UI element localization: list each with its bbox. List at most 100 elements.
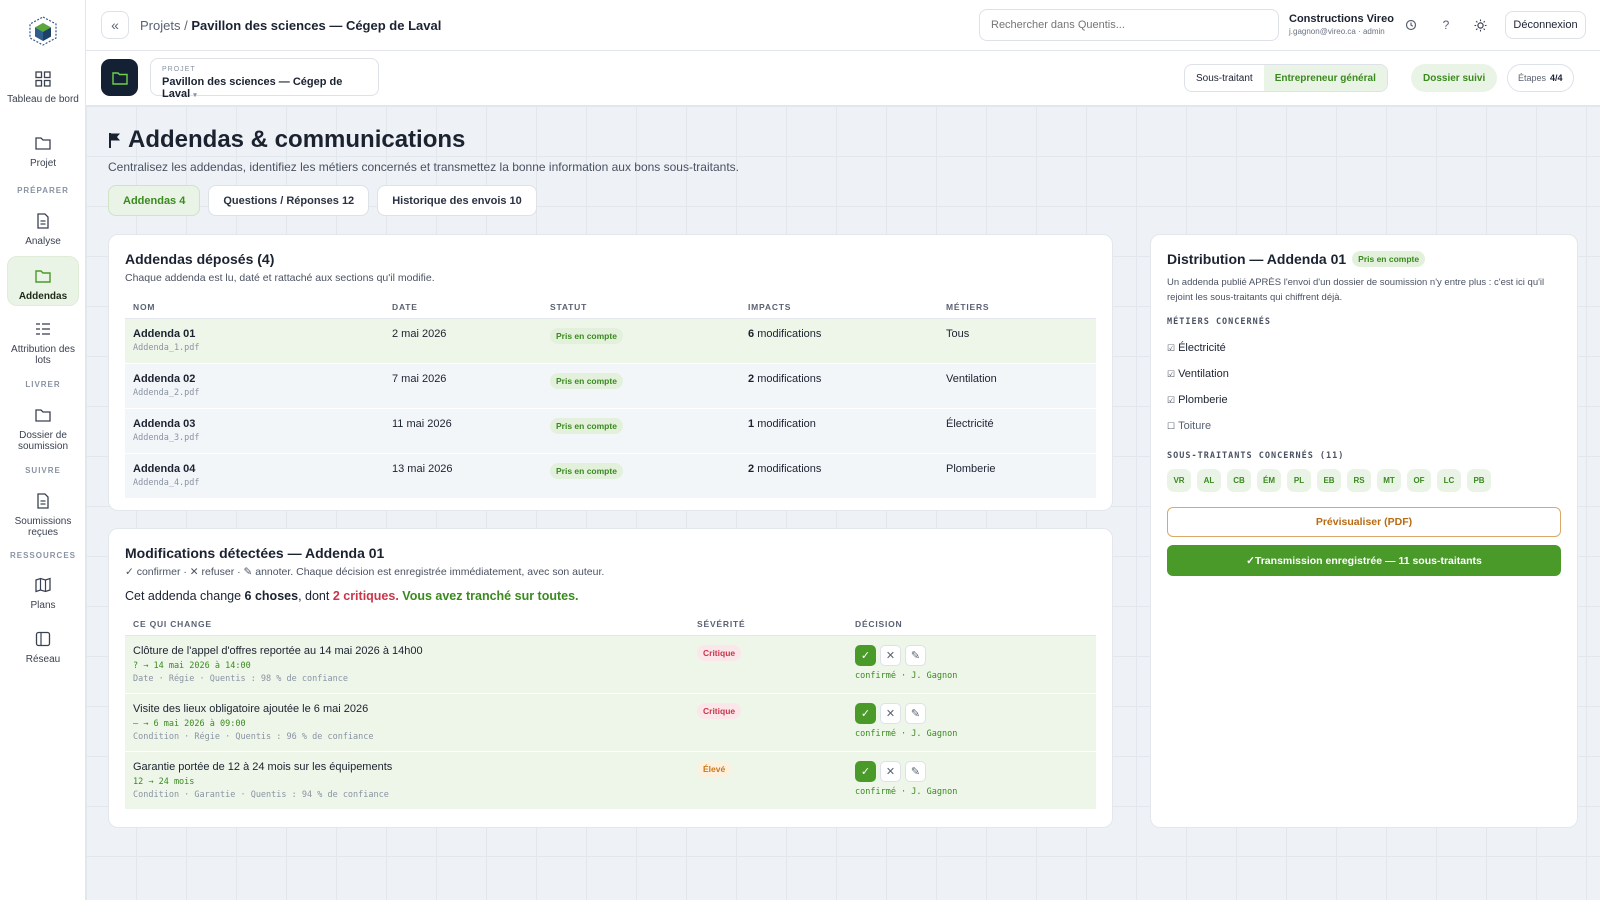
trade-checkbox[interactable]: ☑ Plomberie <box>1167 387 1561 413</box>
distribution-card: Distribution — Addenda 01 Pris en compte… <box>1150 234 1578 828</box>
preview-pdf-button[interactable]: Prévisualiser (PDF) <box>1167 507 1561 537</box>
sidebar-item-label: Analyse <box>25 236 61 247</box>
history-icon[interactable] <box>1402 16 1420 34</box>
subcontractor-chip[interactable]: ÉM <box>1257 469 1281 492</box>
subcontractor-chip[interactable]: OF <box>1407 469 1431 492</box>
sidebar-item-received-bids[interactable]: Soumissions reçues <box>7 482 79 538</box>
col-header-severity: SÉVÉRITÉ <box>689 619 847 636</box>
sidebar-item-lot-assignment[interactable]: Attribution des lots <box>7 310 79 366</box>
confirm-button[interactable]: ✓ <box>855 645 876 666</box>
addenda-file: Addenda_3.pdf <box>133 433 200 443</box>
folder-icon <box>35 409 51 422</box>
addenda-file: Addenda_2.pdf <box>133 388 200 398</box>
logout-button[interactable]: Déconnexion <box>1505 11 1586 39</box>
trade-checkbox[interactable]: ☐ Toiture <box>1167 413 1561 439</box>
sidebar-item-network[interactable]: Réseau <box>7 620 79 666</box>
tab-questions-answers[interactable]: Questions / Réponses 12 <box>208 185 370 216</box>
main-content: Addendas & communications Centralisez le… <box>86 106 1600 900</box>
modifications-card-title: Modifications détectées — Addenda 01 <box>125 545 385 561</box>
checkbox-icon: ☑ <box>1167 342 1176 353</box>
decision-buttons: ✓ ✕ ✎ <box>855 761 1088 782</box>
impact-unit: modifications <box>757 328 822 340</box>
addenda-impacts: 2 modifications <box>740 454 938 499</box>
sidebar-item-label: Réseau <box>25 654 61 665</box>
table-row[interactable]: Addenda 01 Addenda_1.pdf 2 mai 2026 Pris … <box>125 319 1096 364</box>
severity-badge: Critique <box>697 645 742 661</box>
collapse-sidebar-button[interactable]: « <box>101 11 129 39</box>
search-input[interactable] <box>979 9 1279 41</box>
subcontractor-chip[interactable]: MT <box>1377 469 1401 492</box>
addenda-name: Addenda 01 <box>133 328 196 340</box>
col-header-date: DATE <box>384 302 542 319</box>
refuse-button[interactable]: ✕ <box>880 645 901 666</box>
refuse-button[interactable]: ✕ <box>880 761 901 782</box>
modification-meta: Date · Régie · Quentis : 98 % de confian… <box>133 674 348 684</box>
subcontractor-chip[interactable]: EB <box>1317 469 1341 492</box>
status-badge: Pris en compte <box>550 463 623 479</box>
confirm-button[interactable]: ✓ <box>855 761 876 782</box>
sidebar-item-plans[interactable]: Plans <box>7 566 79 612</box>
modifications-table: CE QUI CHANGE SÉVÉRITÉ DÉCISION Clôture … <box>125 619 1096 810</box>
tab-send-history[interactable]: Historique des envois 10 <box>377 185 537 216</box>
role-general-contractor-tab[interactable]: Entrepreneur général <box>1263 65 1387 91</box>
subcontractor-chip[interactable]: RS <box>1347 469 1371 492</box>
distribution-title: Distribution — Addenda 01 <box>1167 251 1347 267</box>
modification-change: — → 6 mai 2026 à 09:00 <box>133 719 246 729</box>
tab-addenda[interactable]: Addendas 4 <box>108 185 201 216</box>
table-row[interactable]: Addenda 03 Addenda_3.pdf 11 mai 2026 Pris… <box>125 409 1096 454</box>
project-select[interactable]: PROJET Pavillon des sciences — Cégep de … <box>150 58 379 100</box>
confirm-button[interactable]: ✓ <box>855 703 876 724</box>
subcontractor-chip[interactable]: AL <box>1197 469 1221 492</box>
theme-toggle-icon[interactable] <box>1471 16 1489 34</box>
addenda-date: 13 mai 2026 <box>384 454 542 499</box>
page-subtitle: Centralisez les addendas, identifiez les… <box>108 160 739 174</box>
subcontractor-chip[interactable]: CB <box>1227 469 1251 492</box>
project-select-value: Pavillon des sciences — Cégep de Laval <box>162 76 343 100</box>
addenda-date: 11 mai 2026 <box>384 409 542 454</box>
subcontractor-chip[interactable]: PB <box>1467 469 1491 492</box>
project-folder-icon <box>101 59 138 96</box>
impact-count: 6 <box>748 328 755 340</box>
trade-checkbox[interactable]: ☑ Ventilation <box>1167 361 1561 387</box>
breadcrumb-current: Pavillon des sciences — Cégep de Laval <box>191 18 442 33</box>
sidebar-item-label: Projet <box>29 158 57 169</box>
severity-badge: Élevé <box>697 761 732 777</box>
subcontractors-label: SOUS-TRAITANTS CONCERNÉS (11) <box>1167 451 1345 461</box>
sidebar-item-project[interactable]: Projet <box>7 124 79 170</box>
breadcrumb-root[interactable]: Projets / <box>140 18 188 33</box>
annotate-button[interactable]: ✎ <box>905 703 926 724</box>
sidebar-item-dashboard[interactable]: Tableau de bord <box>7 60 79 118</box>
addenda-date: 7 mai 2026 <box>384 364 542 409</box>
table-row[interactable]: Addenda 02 Addenda_2.pdf 7 mai 2026 Pris … <box>125 364 1096 409</box>
table-row[interactable]: Addenda 04 Addenda_4.pdf 13 mai 2026 Pris… <box>125 454 1096 499</box>
checkbox-icon: ☑ <box>1167 394 1176 405</box>
sidebar: Tableau de bord Projet PRÉPARER Analyse … <box>0 0 86 900</box>
sidebar-item-bid-package[interactable]: Dossier de soumission <box>7 396 79 452</box>
annotate-button[interactable]: ✎ <box>905 645 926 666</box>
subcontractor-chip[interactable]: LC <box>1437 469 1461 492</box>
sidebar-section-prepare: PRÉPARER <box>17 186 69 195</box>
help-icon[interactable]: ? <box>1442 18 1450 32</box>
subcontractor-chip[interactable]: VR <box>1167 469 1191 492</box>
dossier-status-badge[interactable]: Dossier suivi <box>1411 64 1498 92</box>
sidebar-item-addenda[interactable]: Addendas <box>7 256 79 306</box>
trade-checkbox[interactable]: ☑ Électricité <box>1167 335 1561 361</box>
table-row: Garantie portée de 12 à 24 mois sur les … <box>125 752 1096 810</box>
summary-count: 6 choses <box>244 589 299 603</box>
role-subcontractor-tab[interactable]: Sous-traitant <box>1196 72 1253 84</box>
transmission-button[interactable]: ✓Transmission enregistrée — 11 sous-trai… <box>1167 545 1561 576</box>
role-switch: Sous-traitant Entrepreneur général <box>1184 64 1388 92</box>
subcontractor-chip[interactable]: PL <box>1287 469 1311 492</box>
col-header-change: CE QUI CHANGE <box>125 619 689 636</box>
addenda-trade: Électricité <box>938 409 1096 454</box>
app-logo[interactable] <box>27 15 59 47</box>
sidebar-item-analysis[interactable]: Analyse <box>7 202 79 248</box>
decision-note: confirmé · J. Gagnon <box>855 671 958 681</box>
sidebar-section-follow: SUIVRE <box>25 466 61 475</box>
col-header-name: NOM <box>125 302 384 319</box>
refuse-button[interactable]: ✕ <box>880 703 901 724</box>
steps-badge[interactable]: Étapes 4/4 <box>1507 64 1574 92</box>
annotate-button[interactable]: ✎ <box>905 761 926 782</box>
document-icon <box>37 213 49 229</box>
steps-value: 4/4 <box>1550 73 1563 83</box>
